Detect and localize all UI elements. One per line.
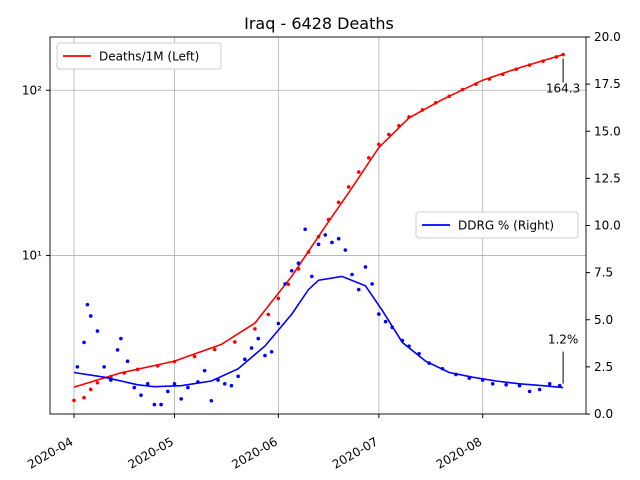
data-point bbox=[212, 347, 217, 352]
y-right-tick-label: 7.5 bbox=[594, 266, 613, 280]
data-point bbox=[233, 340, 237, 344]
data-point bbox=[346, 185, 351, 189]
y-right-tick-label: 10.0 bbox=[594, 219, 621, 233]
data-point bbox=[377, 312, 381, 316]
data-point bbox=[310, 274, 314, 279]
data-point bbox=[276, 296, 281, 301]
data-point bbox=[527, 389, 532, 394]
annotation-label: 1.2% bbox=[548, 333, 579, 347]
legend-box bbox=[415, 211, 579, 239]
legend-box bbox=[56, 42, 222, 70]
data-point bbox=[186, 385, 190, 390]
data-point bbox=[166, 389, 170, 394]
data-point bbox=[370, 282, 374, 286]
data-point bbox=[159, 402, 163, 407]
data-point bbox=[256, 336, 261, 341]
data-point bbox=[253, 327, 257, 331]
data-point bbox=[119, 336, 123, 341]
y-right-tick-label: 0.0 bbox=[594, 407, 613, 421]
data-point bbox=[229, 383, 234, 388]
data-point bbox=[547, 382, 552, 386]
x-tick-label: 2020-06 bbox=[229, 434, 279, 471]
data-point bbox=[179, 397, 183, 401]
data-point bbox=[303, 227, 307, 232]
data-point bbox=[356, 287, 361, 292]
data-point bbox=[125, 359, 130, 364]
data-point bbox=[517, 383, 522, 388]
data-point bbox=[102, 365, 106, 369]
data-point bbox=[82, 340, 86, 345]
data-point bbox=[377, 142, 381, 147]
data-point bbox=[289, 268, 294, 273]
y-left-tick-label: 10² bbox=[22, 83, 42, 97]
data-point bbox=[490, 382, 495, 386]
data-point bbox=[296, 261, 301, 266]
data-point bbox=[75, 365, 80, 369]
x-tick-label: 2020-05 bbox=[126, 434, 176, 471]
data-point bbox=[283, 282, 287, 286]
data-point bbox=[336, 236, 341, 241]
data-point bbox=[172, 382, 177, 386]
plot-area: 164.3 1.2% 2020-04 2020-05 2020-06 2020-07 202… bbox=[22, 30, 621, 472]
data-point bbox=[236, 374, 240, 379]
data-point bbox=[115, 348, 120, 352]
data-point bbox=[504, 382, 508, 387]
data-point bbox=[72, 398, 76, 403]
data-point bbox=[152, 402, 157, 407]
data-point bbox=[209, 399, 214, 403]
data-point bbox=[356, 170, 361, 174]
data-point bbox=[363, 265, 368, 269]
data-point bbox=[269, 349, 274, 354]
y-right-tick-label: 12.5 bbox=[594, 171, 621, 185]
y-right-tick-label: 15.0 bbox=[594, 124, 621, 138]
y-right-tick-label: 17.5 bbox=[594, 77, 621, 91]
data-point bbox=[202, 368, 207, 373]
data-point bbox=[367, 156, 371, 160]
x-tick-label: 2020-08 bbox=[434, 434, 484, 471]
data-point bbox=[243, 357, 247, 362]
data-point bbox=[323, 233, 328, 237]
data-point bbox=[276, 321, 281, 326]
data-point bbox=[316, 242, 321, 247]
y-right-tick-label: 5.0 bbox=[594, 313, 613, 327]
y-right-tick-label: 20.0 bbox=[594, 30, 621, 44]
data-point bbox=[249, 346, 254, 350]
data-point bbox=[85, 302, 90, 307]
series-line bbox=[73, 275, 564, 389]
x-tick-label: 2020-04 bbox=[25, 434, 75, 471]
chart-title: Iraq - 6428 Deaths bbox=[244, 14, 394, 33]
legend-label: DDRG % (Right) bbox=[458, 219, 554, 233]
x-tick-label: 2020-07 bbox=[330, 434, 380, 471]
data-point bbox=[350, 272, 354, 277]
data-point bbox=[336, 200, 341, 205]
data-point bbox=[82, 395, 86, 400]
data-point bbox=[383, 319, 388, 324]
legend-label: Deaths/1M (Left) bbox=[99, 50, 199, 64]
y-right-tick-label: 2.5 bbox=[594, 360, 613, 374]
data-point bbox=[88, 314, 93, 318]
y-left-tick-label: 10¹ bbox=[22, 249, 42, 263]
series-line bbox=[73, 53, 564, 388]
data-point bbox=[537, 387, 542, 392]
data-point bbox=[95, 329, 100, 333]
data-point bbox=[330, 240, 334, 245]
data-point bbox=[263, 353, 267, 358]
data-point bbox=[387, 132, 391, 137]
data-point bbox=[139, 393, 143, 397]
data-point bbox=[192, 354, 197, 359]
data-point bbox=[145, 382, 150, 386]
data-point bbox=[266, 312, 271, 317]
data-point bbox=[343, 248, 348, 252]
data-point bbox=[95, 380, 100, 385]
data-point bbox=[222, 382, 227, 386]
data-point bbox=[132, 385, 137, 390]
data-point bbox=[88, 387, 93, 392]
annotation-label: 164.3 bbox=[546, 82, 580, 96]
data-point bbox=[286, 282, 291, 287]
